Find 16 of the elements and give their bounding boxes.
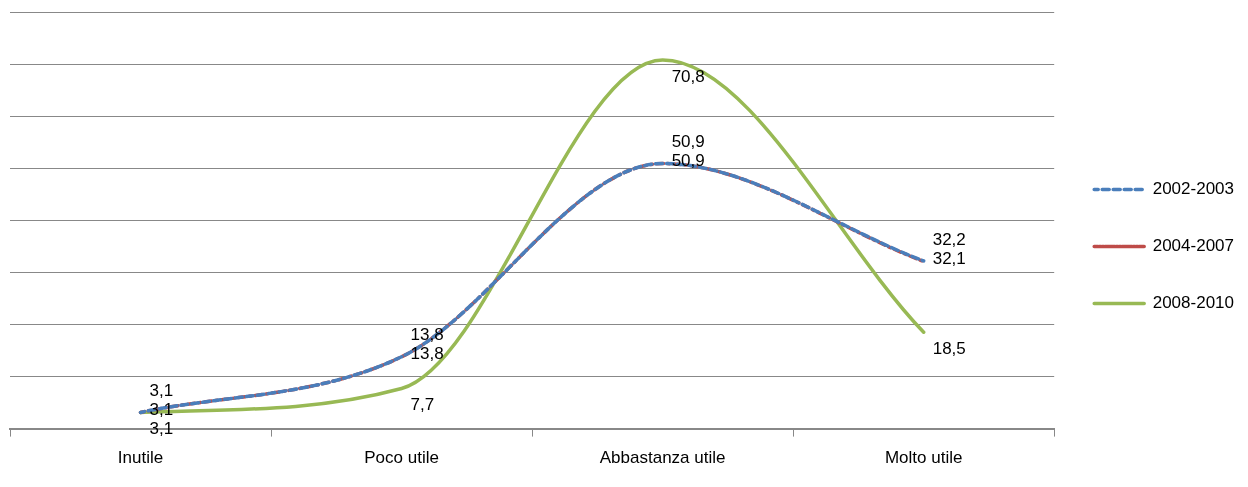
legend-label: 2008-2010	[1152, 293, 1235, 313]
x-tick-label: Abbastanza utile	[599, 448, 726, 468]
data-label: 50,9	[671, 132, 705, 152]
data-label: 70,8	[671, 66, 705, 86]
data-label: 18,5	[932, 338, 966, 358]
data-label: 32,1	[932, 249, 966, 269]
data-label: 3,1	[149, 419, 174, 439]
x-tick-label: Inutile	[117, 448, 164, 468]
legend-label: 2002-2003	[1152, 179, 1235, 199]
legend-label: 2004-2007	[1152, 236, 1235, 256]
data-label: 32,2	[932, 229, 966, 249]
data-label: 7,7	[410, 395, 435, 415]
x-tick-label: Poco utile	[364, 448, 439, 468]
data-label: 3,1	[149, 381, 174, 401]
data-label: 13,8	[410, 344, 444, 364]
x-tick-label: Molto utile	[884, 448, 963, 468]
